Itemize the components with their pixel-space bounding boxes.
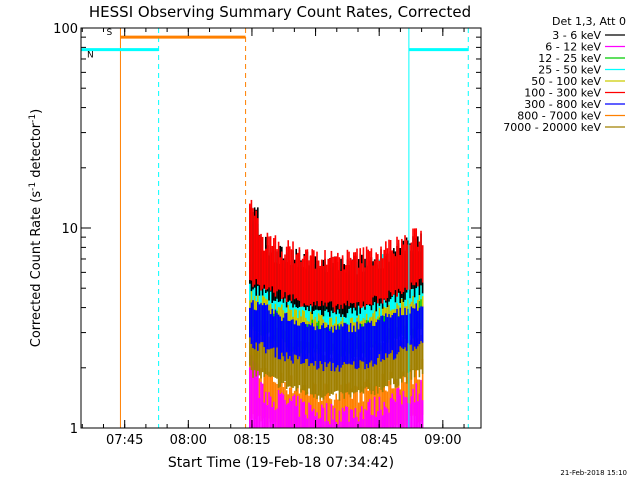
y-axis-label: Corrected Count Rate (s-1 detector-1)	[28, 109, 44, 347]
data-layer	[249, 199, 424, 428]
legend-label: 50 - 100 keV	[531, 75, 601, 88]
y-tick-label: 100	[53, 22, 78, 37]
flag-label: N	[87, 51, 94, 61]
legend-label: 7000 - 20000 keV	[503, 121, 601, 134]
x-tick-label: 08:15	[233, 433, 270, 448]
legend-label: 800 - 7000 keV	[517, 110, 601, 123]
footer-date: 21-Feb-2018 15:10	[560, 469, 627, 477]
flag-label: S	[106, 28, 112, 38]
chart-title: HESSI Observing Summary Count Rates, Cor…	[89, 3, 471, 21]
legend-label: 3 - 6 keV	[552, 29, 601, 42]
y-tick-label: 10	[61, 222, 78, 237]
legend-label: 6 - 12 keV	[545, 41, 601, 54]
x-tick-label: 09:00	[424, 433, 461, 448]
axis-layer: 07:45 08:00 08:15 08:30 08:45 09:00 1 10 100	[53, 22, 481, 448]
legend-label: 12 - 25 keV	[538, 52, 601, 65]
legend-label: 300 - 800 keV	[524, 98, 601, 111]
flag-layer: SN	[81, 28, 469, 428]
x-tick-label: 08:30	[297, 433, 334, 448]
x-tick-label: 08:00	[170, 433, 207, 448]
legend-label: 25 - 50 keV	[538, 64, 601, 77]
series-100to300kev	[249, 199, 424, 313]
x-tick-label: 07:45	[106, 433, 143, 448]
x-tick-label: 08:45	[360, 433, 397, 448]
y-tick-label: 1	[70, 422, 78, 437]
legend-title: Det 1,3, Att 0	[552, 15, 626, 28]
x-axis-label: Start Time (19-Feb-18 07:34:42)	[168, 455, 394, 471]
series-6to12kev	[249, 354, 424, 428]
legend-label: 100 - 300 keV	[524, 87, 601, 100]
